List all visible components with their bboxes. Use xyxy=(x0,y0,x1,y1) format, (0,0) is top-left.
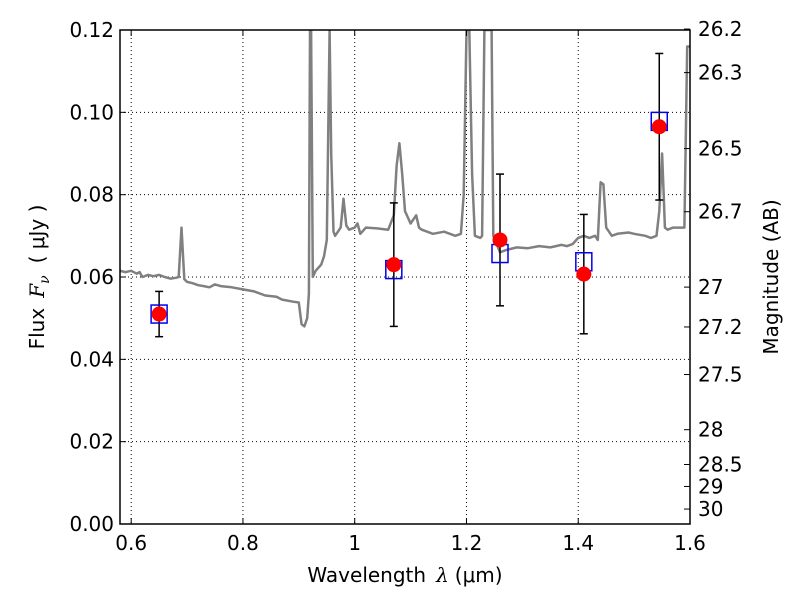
observed-point xyxy=(492,232,508,248)
right-tick-label: 28.5 xyxy=(698,452,743,476)
y-tick-label: 0.10 xyxy=(69,100,114,124)
right-tick-label: 26.7 xyxy=(698,200,743,224)
ticks xyxy=(120,28,691,525)
x-tick-label: 0.6 xyxy=(115,531,147,555)
observed-photometry-layer xyxy=(151,119,667,322)
model-spectrum-line xyxy=(120,30,690,328)
y-tick-label: 0.04 xyxy=(69,347,114,371)
right-axis-label: Magnitude (AB) xyxy=(759,199,783,354)
y-tick-label: 0.12 xyxy=(69,18,114,42)
observed-point xyxy=(151,306,167,322)
right-tick-label: 28 xyxy=(698,418,723,442)
y-tick-label: 0.00 xyxy=(69,512,114,536)
right-tick-label: 27 xyxy=(698,275,723,299)
right-tick-label: 29 xyxy=(698,474,723,498)
observed-point xyxy=(576,266,592,282)
right-tick-label: 26.2 xyxy=(698,17,743,41)
tick-labels: 0.6 0.8 1 1.2 1.4 1.6 0.00 0.02 0.04 0.06 0.08 0.10… xyxy=(69,17,742,555)
observed-point xyxy=(651,119,667,135)
right-tick-label: 30 xyxy=(698,497,723,521)
model-photometry-square xyxy=(150,304,168,324)
x-tick-label: 1.4 xyxy=(562,531,594,555)
y-axis-label: FluxFν( μJy ) xyxy=(25,205,53,350)
y-tick-label: 0.06 xyxy=(69,265,114,289)
x-tick-label: 1.6 xyxy=(674,531,706,555)
right-tick-label: 26.3 xyxy=(698,61,743,85)
right-tick-label: 27.5 xyxy=(698,363,743,387)
x-tick-label: 0.8 xyxy=(227,531,259,555)
x-tick-label: 1 xyxy=(348,531,361,555)
model-spectrum-layer xyxy=(120,30,690,328)
x-axis-label: Wavelength λ (μm) xyxy=(307,563,502,587)
right-tick-label: 27.2 xyxy=(698,315,743,339)
right-tick-label: 26.5 xyxy=(698,137,743,161)
y-tick-label: 0.02 xyxy=(69,430,114,454)
y-tick-label: 0.08 xyxy=(69,183,114,207)
observed-point xyxy=(386,257,402,273)
x-tick-label: 1.2 xyxy=(451,531,483,555)
